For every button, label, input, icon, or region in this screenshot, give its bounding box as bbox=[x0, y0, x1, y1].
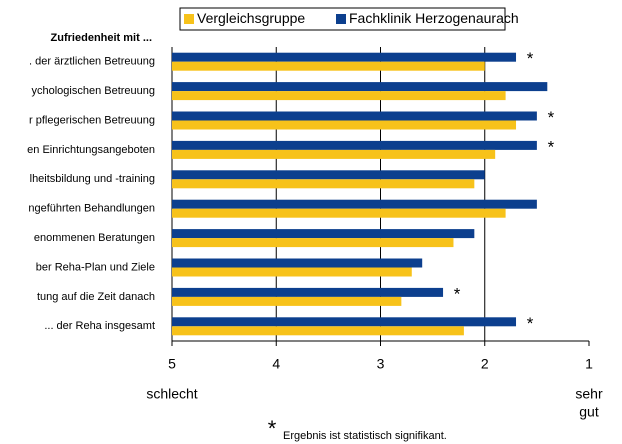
bar bbox=[172, 170, 485, 180]
y-tick-label: ber Reha-Plan und Ziele bbox=[36, 261, 155, 273]
x-high-label: sehr bbox=[575, 386, 603, 402]
bar bbox=[172, 111, 537, 121]
bar bbox=[172, 229, 475, 239]
y-tick-label: lheitsbildung und -training bbox=[30, 173, 155, 185]
bar bbox=[172, 326, 464, 336]
x-tick-label: 4 bbox=[272, 356, 280, 372]
bar bbox=[172, 199, 537, 209]
bar bbox=[172, 91, 506, 101]
x-low-label: schlecht bbox=[146, 386, 197, 402]
bar bbox=[172, 258, 423, 268]
y-tick-label: tung auf die Zeit danach bbox=[37, 291, 155, 303]
bar bbox=[172, 149, 496, 159]
legend-label: Fachklinik Herzogenaurach bbox=[349, 10, 519, 26]
bar bbox=[172, 120, 517, 130]
bar bbox=[172, 179, 475, 189]
y-tick-label: ... der Reha insgesamt bbox=[44, 320, 155, 332]
x-tick-label: 3 bbox=[377, 356, 385, 372]
x-high-label: gut bbox=[579, 404, 599, 420]
bar bbox=[172, 208, 506, 218]
legend-swatch bbox=[184, 14, 194, 24]
x-tick-label: 5 bbox=[168, 356, 176, 372]
significance-mark: * bbox=[548, 137, 555, 156]
legend-swatch bbox=[336, 14, 346, 24]
y-tick-label: r pflegerischen Betreuung bbox=[29, 114, 155, 126]
significance-mark: * bbox=[527, 314, 534, 333]
x-tick-label: 1 bbox=[585, 356, 593, 372]
legend-label: Vergleichsgruppe bbox=[197, 10, 305, 26]
bar bbox=[172, 267, 412, 277]
bar bbox=[172, 52, 517, 62]
footnote-mark: * bbox=[268, 416, 277, 441]
y-tick-label: . der ärztlichen Betreuung bbox=[29, 56, 155, 68]
y-tick-label: ngeführten Behandlungen bbox=[28, 203, 155, 215]
bar bbox=[172, 82, 548, 92]
bar bbox=[172, 140, 537, 150]
y-tick-label: enommenen Beratungen bbox=[34, 232, 155, 244]
bar bbox=[172, 61, 485, 71]
significance-mark: * bbox=[548, 108, 555, 127]
y-tick-label: en Einrichtungsangeboten bbox=[27, 144, 155, 156]
footnote: Ergebnis ist statistisch signifikant. bbox=[283, 430, 447, 442]
x-tick-label: 2 bbox=[481, 356, 489, 372]
bar bbox=[172, 317, 517, 327]
y-tick-label: ychologischen Betreuung bbox=[31, 85, 155, 97]
bar bbox=[172, 287, 444, 297]
bar bbox=[172, 238, 454, 248]
significance-mark: * bbox=[527, 49, 534, 68]
significance-mark: * bbox=[454, 284, 461, 303]
chart-title: Zufriedenheit mit ... bbox=[51, 32, 152, 44]
bar bbox=[172, 296, 402, 306]
